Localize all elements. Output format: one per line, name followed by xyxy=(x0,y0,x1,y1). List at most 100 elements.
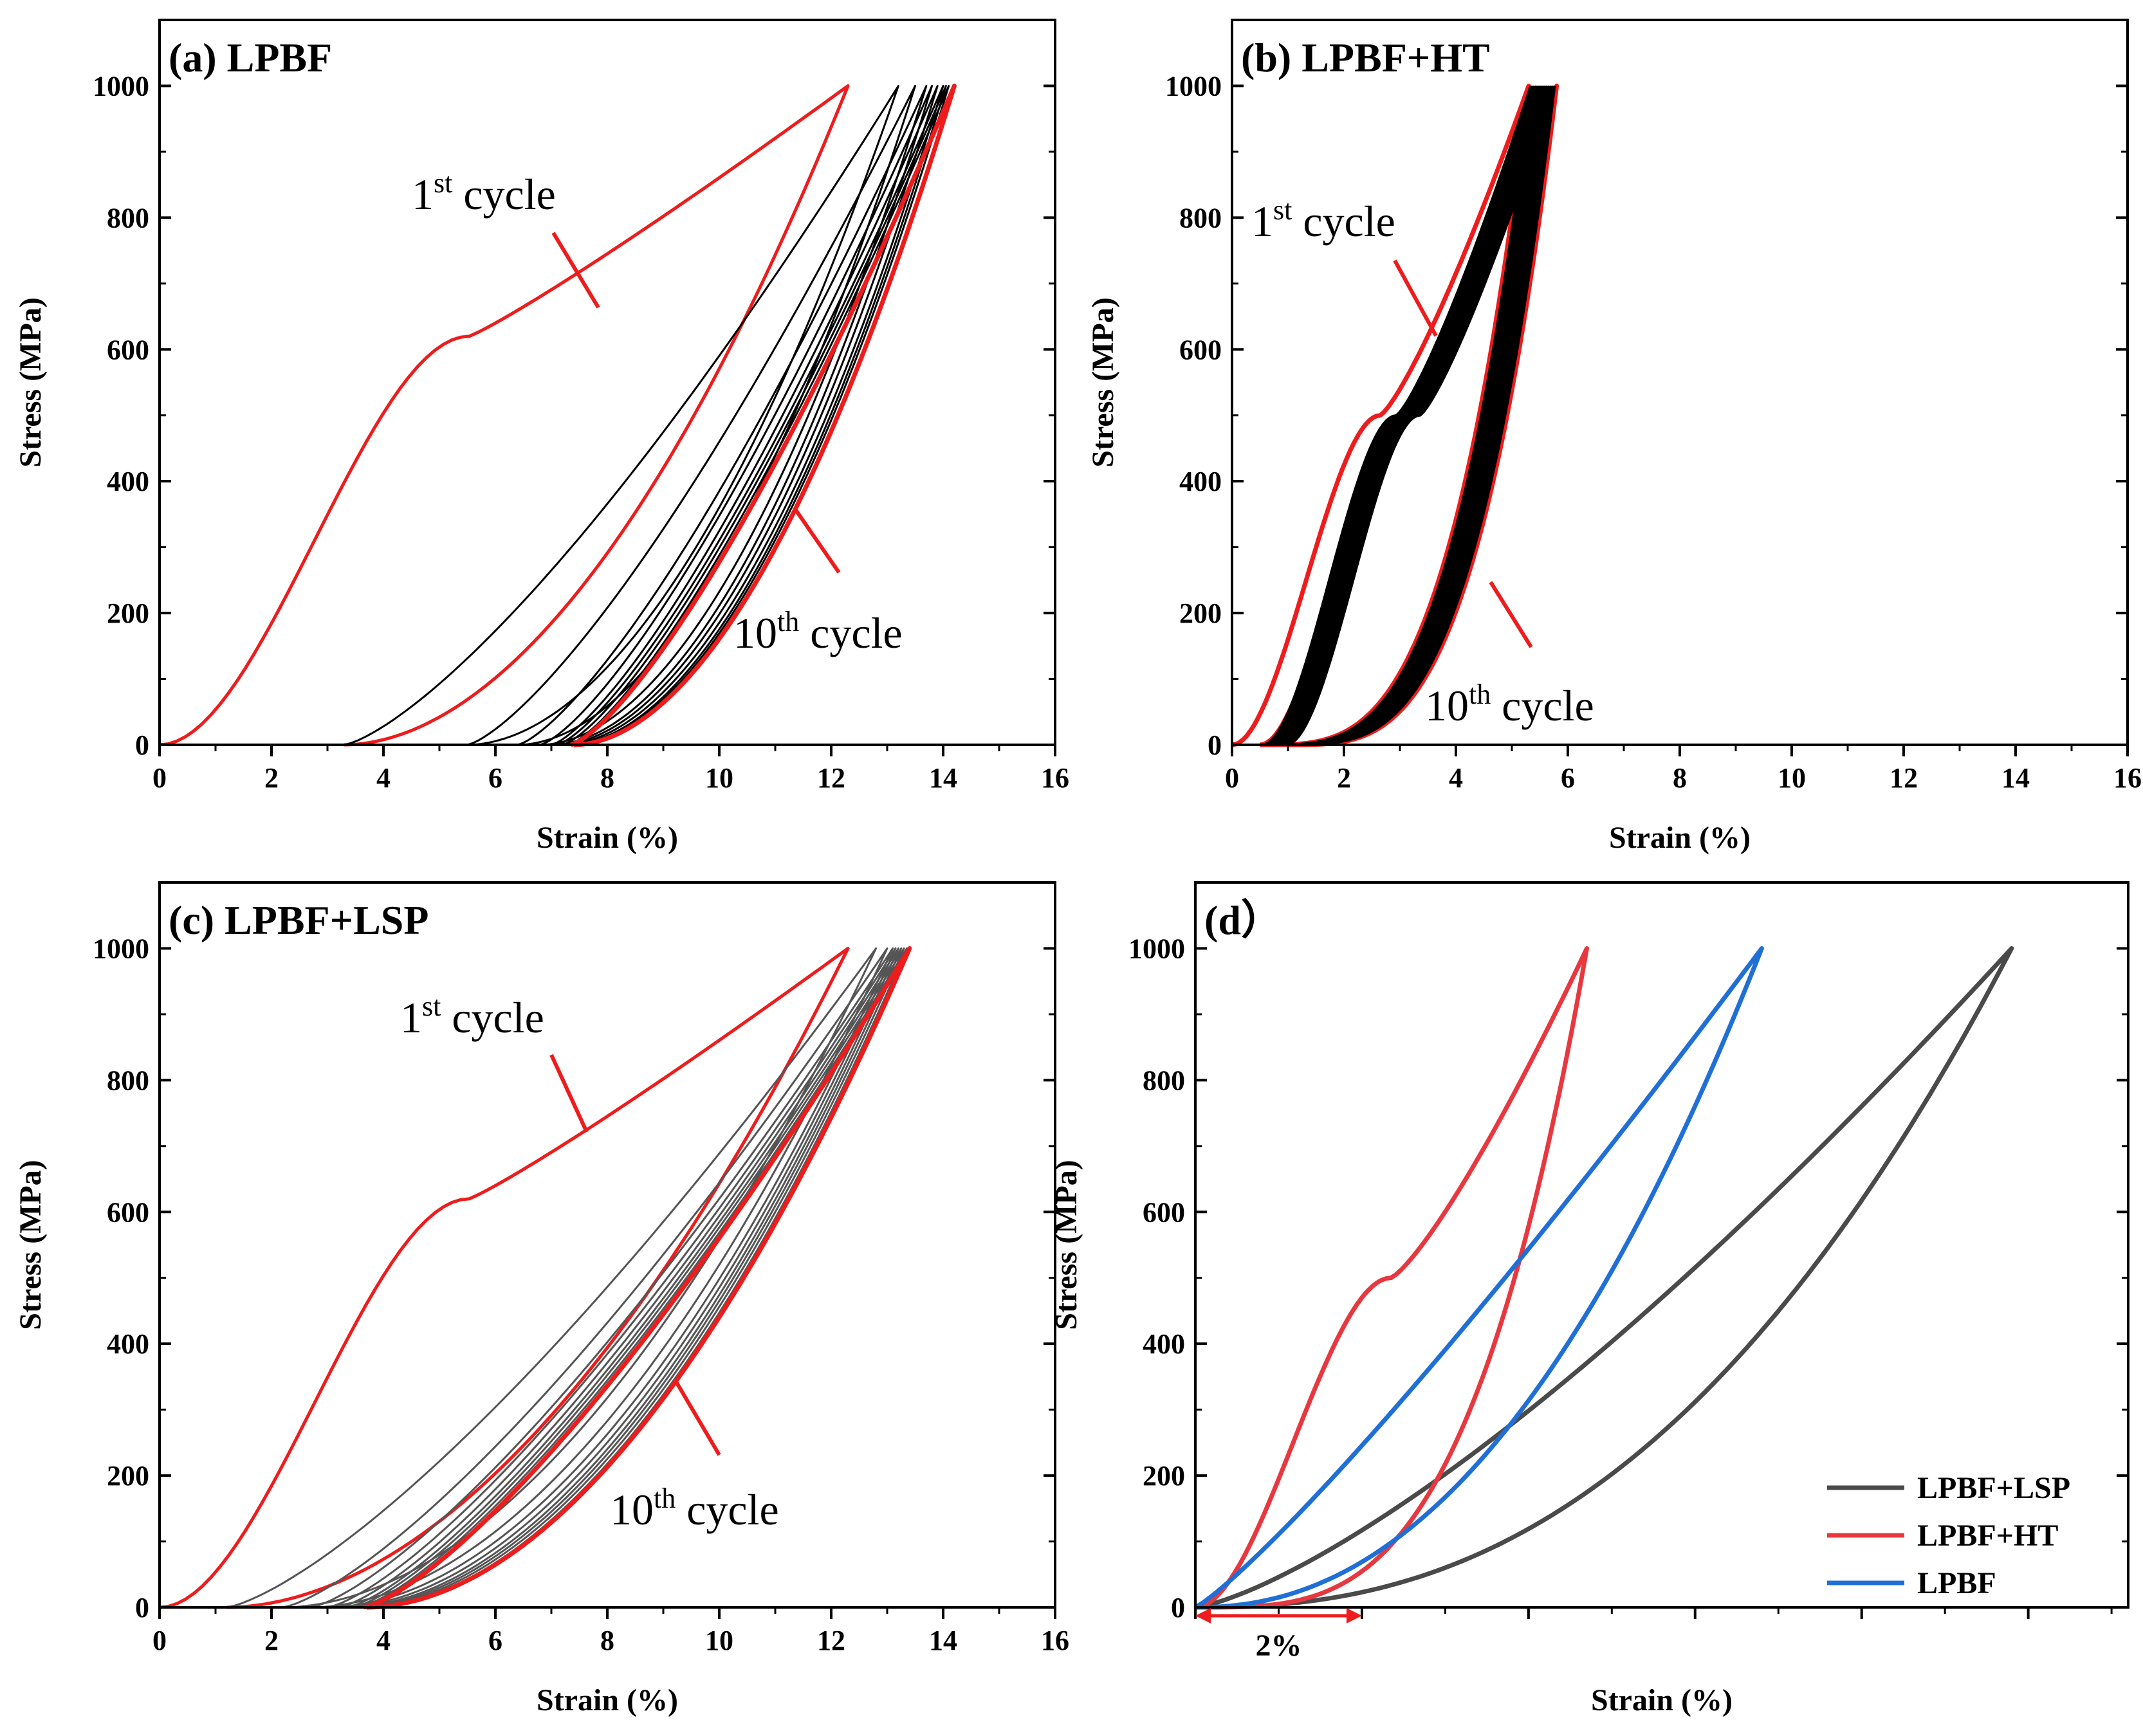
x-tick-label: 8 xyxy=(600,762,614,794)
x-tick-label: 0 xyxy=(1225,762,1239,794)
legend-label: LPBF+LSP xyxy=(1917,1471,2070,1505)
cycle-annotation-first: 1st cycle xyxy=(400,991,544,1042)
x-tick-label: 4 xyxy=(376,1625,391,1656)
y-tick-label: 800 xyxy=(1143,1064,1185,1096)
annotation-pointer xyxy=(549,1054,589,1133)
x-tick-label: 10 xyxy=(1778,762,1806,794)
panel-d-frame xyxy=(1194,881,2129,1609)
panel-d-xlabel: Strain (%) xyxy=(1591,1683,1733,1717)
annotation-pointer xyxy=(675,1382,721,1456)
cycle-6-curve xyxy=(551,85,939,746)
y-tick-label: 0 xyxy=(1171,1592,1185,1623)
cycle-annotation-tenth: 10th cycle xyxy=(610,1483,779,1534)
y-tick-label: 400 xyxy=(1143,1328,1185,1360)
y-tick-label: 1000 xyxy=(1165,70,1222,102)
legend-label: LPBF+HT xyxy=(1917,1519,2058,1553)
annotation-text: cycle xyxy=(441,993,544,1042)
cycle-annotation-first: 1st cycle xyxy=(412,167,556,219)
annotation-superscript: st xyxy=(422,991,441,1022)
cycle-1-curve xyxy=(159,84,850,747)
cycle-annotation-tenth: 10th cycle xyxy=(733,606,903,657)
annotation-superscript: st xyxy=(1273,194,1292,226)
panel-c-xlabel: Strain (%) xyxy=(537,1683,678,1717)
cycle-annotation-tenth: 10th cycle xyxy=(1425,679,1594,730)
x-tick-label: 4 xyxy=(376,762,391,794)
y-tick-label: 600 xyxy=(107,334,149,365)
panel-b-frame xyxy=(1231,19,2129,746)
x-tick-label: 6 xyxy=(1561,762,1575,794)
y-tick-label: 600 xyxy=(107,1196,149,1228)
panel-a-curves xyxy=(159,84,957,747)
panel-a-title: (a) LPBF xyxy=(169,35,332,80)
y-tick-label: 200 xyxy=(107,598,149,629)
panel-d: 0 200 400 600 800 1000 (d） Strain (%) Stress … xyxy=(1049,881,2129,1717)
panel-d-curves xyxy=(1194,946,2014,1610)
x-tick-label: 2 xyxy=(1337,762,1351,794)
y-tick-label: 800 xyxy=(1179,202,1222,233)
x-tick-label: 14 xyxy=(929,1625,957,1656)
panel-b-ticks: 0 200 400 600 800 1000 0 2 4 6 8 10 12 14 16 xyxy=(1165,70,2142,794)
y-tick-label: 400 xyxy=(107,466,149,497)
panel-d-title: (d） xyxy=(1204,897,1282,943)
series-lpbf-curve xyxy=(1194,946,1764,1610)
y-tick-label: 600 xyxy=(1179,334,1222,365)
x-tick-label: 6 xyxy=(488,762,502,794)
y-tick-label: 800 xyxy=(107,202,149,233)
annotation-text: cycle xyxy=(1292,197,1395,246)
y-tick-label: 200 xyxy=(1143,1460,1185,1492)
y-tick-label: 0 xyxy=(135,729,149,761)
panel-d-ylabel: Stress (MPa) xyxy=(1049,1160,1083,1329)
cycle-5-curve xyxy=(540,85,934,746)
x-tick-label: 2 xyxy=(264,762,279,794)
x-tick-label: 16 xyxy=(2113,762,2142,794)
annotation-text: cycle xyxy=(676,1485,778,1534)
y-tick-label: 1000 xyxy=(93,933,149,964)
panel-d-legend: LPBF+LSP LPBF+HT LPBF xyxy=(1827,1471,2070,1600)
y-tick-label: 600 xyxy=(1143,1196,1185,1228)
annotation-superscript: st xyxy=(434,167,452,199)
annotation-number: 10 xyxy=(610,1485,654,1534)
cycle-4-curve xyxy=(310,947,894,1609)
x-tick-label: 14 xyxy=(2001,762,2030,794)
y-tick-label: 400 xyxy=(107,1328,149,1360)
series-lpbf-ht-curve xyxy=(1195,946,1589,1610)
legend-label: LPBF xyxy=(1917,1566,1996,1600)
panel-a-ticks: 0 200 400 600 800 1000 0 2 4 6 8 10 12 14 16 xyxy=(93,70,1069,794)
annotation-number: 1 xyxy=(400,993,422,1042)
panel-b-xlabel: Strain (%) xyxy=(1609,821,1751,855)
y-tick-label: 0 xyxy=(1208,729,1222,761)
annotation-superscript: th xyxy=(777,606,799,637)
annotation-number: 1 xyxy=(412,170,434,219)
annotation-pointer xyxy=(794,509,841,574)
annotation-number: 10 xyxy=(733,608,777,657)
cycle-4-curve xyxy=(517,85,928,746)
y-tick-label: 1000 xyxy=(1128,933,1185,964)
cycle-3-curve xyxy=(282,947,888,1609)
y-tick-label: 200 xyxy=(1179,598,1222,629)
scale-bar-arrow-left xyxy=(1195,1608,1211,1623)
y-tick-label: 0 xyxy=(135,1592,149,1623)
annotation-text: cycle xyxy=(452,170,555,219)
intermediate-cycle-curve xyxy=(1285,85,1556,746)
cycle-10-curve xyxy=(363,946,912,1610)
panel-a-ylabel: Stress (MPa) xyxy=(14,297,48,467)
annotation-pointer xyxy=(1489,581,1533,648)
cycle-7-curve xyxy=(556,85,944,746)
panel-b-ylabel: Stress (MPa) xyxy=(1086,297,1120,467)
cycle-10-curve xyxy=(570,84,957,747)
y-tick-label: 1000 xyxy=(93,70,149,102)
panel-d-ticks: 0 200 400 600 800 1000 xyxy=(1128,933,2128,1623)
panel-a-annotations: 1st cycle 10th cycle xyxy=(412,167,903,657)
scale-bar-label: 2% xyxy=(1255,1629,1301,1663)
annotation-pointer xyxy=(551,232,600,309)
annotation-number: 10 xyxy=(1425,681,1469,730)
cycle-2-curve xyxy=(344,85,899,746)
panel-c-title: (c) LPBF+LSP xyxy=(169,897,428,943)
panel-d-scale-bar: 2% xyxy=(1195,1608,1362,1663)
cycle-8-curve xyxy=(562,85,947,746)
